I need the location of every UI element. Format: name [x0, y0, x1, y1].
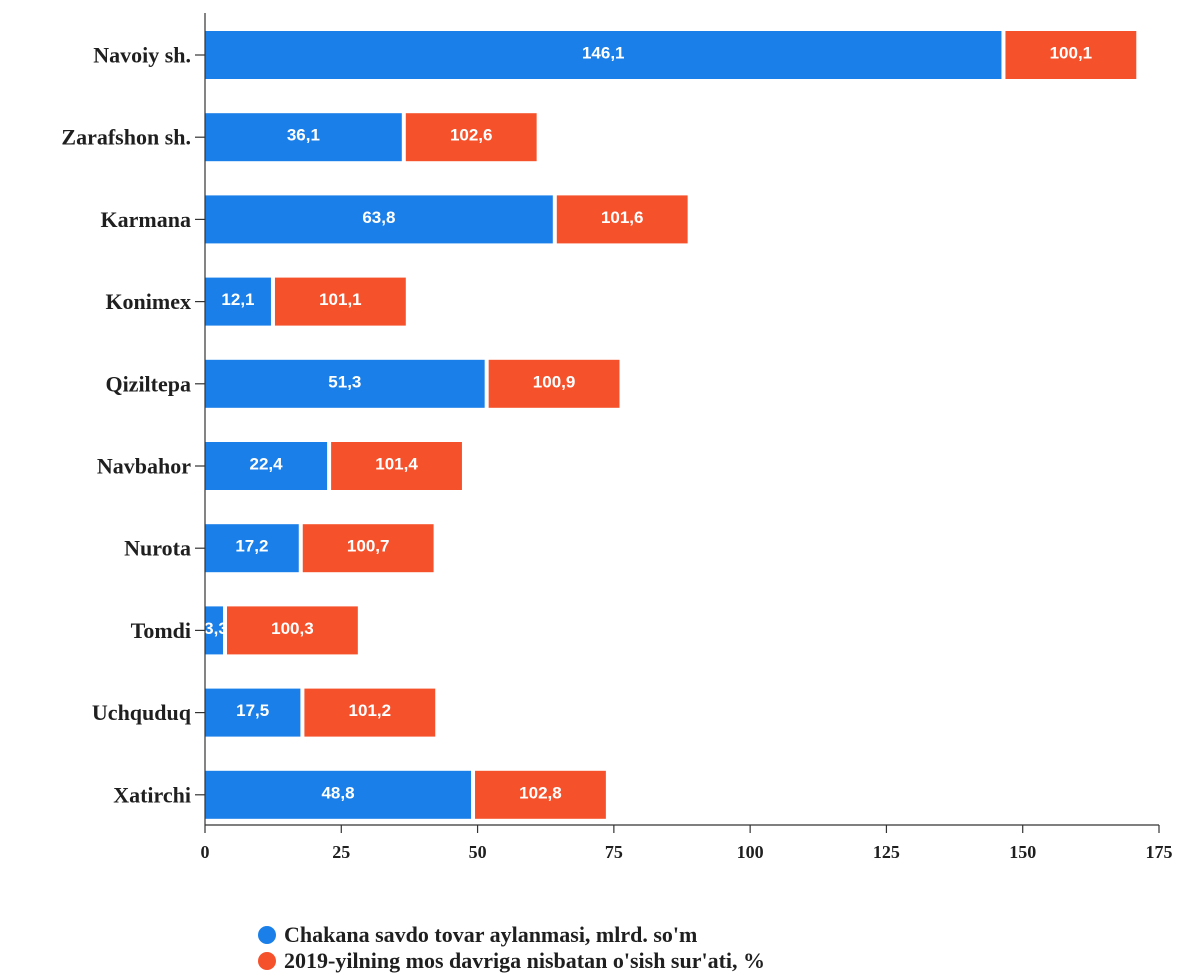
bar-growth-tomdi[interactable] [226, 606, 358, 655]
category-label-nurota: Nurota [124, 536, 191, 561]
category-label-tomdi: Tomdi [131, 618, 191, 643]
bar-retail-nurota[interactable] [205, 524, 299, 573]
category-label-xatirchi: Xatirchi [113, 782, 191, 807]
bar-retail-uchquduq[interactable] [205, 688, 301, 737]
bar-label-retail-navbahor: 22,4 [250, 455, 284, 474]
bar-retail-navbahor[interactable] [205, 442, 328, 490]
bar-retail-konimex[interactable] [205, 277, 271, 326]
bar-label-growth-nurota: 100,7 [347, 537, 390, 556]
bar-label-retail-navoiy-sh: 146,1 [582, 44, 625, 63]
bar-growth-xatirchi[interactable] [475, 770, 606, 819]
bar-growth-qiziltepa[interactable] [488, 359, 620, 408]
x-tick-label-100: 100 [737, 842, 764, 862]
category-label-navbahor: Navbahor [97, 454, 191, 479]
bar-retail-navoiy-sh[interactable] [205, 31, 1002, 79]
stacked-bar-chart: 146,1 100,1 36,1 102,6 63,8 101,6 12,1 101,1 51,… [61, 13, 1173, 862]
bar-retail-qiziltepa[interactable] [205, 359, 485, 408]
bar-label-retail-nurota: 17,2 [235, 537, 268, 556]
bar-label-growth-konimex: 101,1 [319, 290, 362, 309]
bar-label-retail-zarafshon-sh: 36,1 [287, 126, 320, 145]
bar-growth-zarafshon-sh[interactable] [405, 113, 537, 162]
category-label-navoiy-sh: Navoiy sh. [93, 43, 191, 68]
bar-label-growth-navbahor: 101,4 [375, 455, 418, 474]
bar-growth-nurota[interactable] [302, 524, 434, 573]
axes-layer: Navoiy sh. Zarafshon sh. Karmana Konimex Qiz… [61, 13, 1173, 862]
legend-label-retail-turnover: Chakana savdo tovar aylanmasi, mlrd. so'… [284, 922, 698, 947]
category-label-zarafshon-sh: Zarafshon sh. [61, 125, 191, 150]
legend-item-retail-turnover[interactable]: Chakana savdo tovar aylanmasi, mlrd. so'… [258, 922, 765, 948]
bars-layer: 146,1 100,1 36,1 102,6 63,8 101,6 12,1 101,1 51,… [204, 31, 1137, 819]
bar-label-growth-zarafshon-sh: 102,6 [450, 126, 493, 145]
legend-dot-blue-icon [258, 926, 276, 944]
bar-retail-zarafshon-sh[interactable] [205, 113, 402, 162]
bar-retail-tomdi[interactable] [205, 606, 223, 655]
bar-label-retail-konimex: 12,1 [221, 290, 254, 309]
bar-label-growth-uchquduq: 101,2 [349, 701, 392, 720]
x-tick-label-25: 25 [332, 842, 350, 862]
legend-item-growth-rate[interactable]: 2019-yilning mos davriga nisbatan o'sish… [258, 948, 765, 974]
bar-label-growth-xatirchi: 102,8 [519, 783, 562, 802]
bar-label-growth-karmana: 101,6 [601, 208, 644, 227]
bar-label-growth-qiziltepa: 100,9 [533, 372, 576, 391]
category-label-qiziltepa: Qiziltepa [105, 371, 191, 396]
category-label-uchquduq: Uchquduq [92, 700, 192, 725]
bar-growth-konimex[interactable] [274, 277, 406, 326]
x-tick-label-150: 150 [1009, 842, 1036, 862]
bar-growth-karmana[interactable] [556, 195, 688, 244]
x-tick-label-50: 50 [469, 842, 487, 862]
bar-growth-uchquduq[interactable] [304, 688, 436, 737]
bar-retail-xatirchi[interactable] [205, 770, 472, 819]
legend-dot-orange-icon [258, 952, 276, 970]
legend: Chakana savdo tovar aylanmasi, mlrd. so'… [258, 922, 765, 974]
bar-growth-navbahor[interactable] [331, 442, 462, 490]
legend-label-growth-rate: 2019-yilning mos davriga nisbatan o'sish… [284, 948, 766, 973]
bar-label-retail-xatirchi: 48,8 [321, 783, 354, 802]
bar-label-retail-qiziltepa: 51,3 [328, 372, 361, 391]
bar-label-growth-navoiy-sh: 100,1 [1050, 44, 1093, 63]
x-tick-label-125: 125 [873, 842, 900, 862]
bar-label-retail-tomdi: 3,3 [204, 619, 228, 638]
x-tick-label-75: 75 [605, 842, 623, 862]
x-tick-label-175: 175 [1146, 842, 1173, 862]
bar-label-growth-tomdi: 100,3 [271, 619, 314, 638]
bar-label-retail-karmana: 63,8 [362, 208, 395, 227]
x-tick-label-0: 0 [201, 842, 210, 862]
category-label-konimex: Konimex [105, 289, 191, 314]
bar-growth-navoiy-sh[interactable] [1005, 31, 1137, 79]
bar-label-retail-uchquduq: 17,5 [236, 701, 269, 720]
bar-retail-karmana[interactable] [205, 195, 553, 244]
category-label-karmana: Karmana [101, 207, 191, 232]
